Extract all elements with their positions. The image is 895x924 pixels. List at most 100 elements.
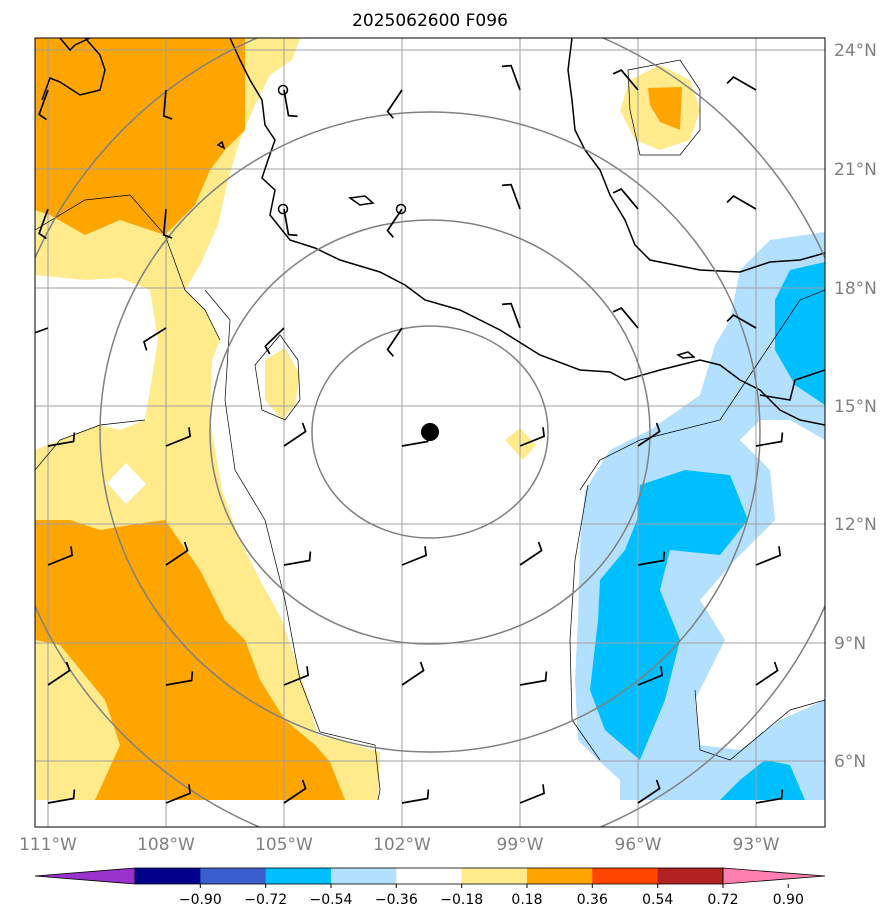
colorbar-segment bbox=[461, 868, 528, 884]
lon-label: 96°W bbox=[615, 835, 662, 855]
wind-barb-17 bbox=[264, 327, 285, 355]
wind-barb-10 bbox=[283, 208, 298, 237]
wind-barb-33 bbox=[519, 541, 543, 566]
wind-barb-20 bbox=[612, 307, 639, 329]
lon-label: 111°W bbox=[19, 835, 77, 855]
range-ring-3 bbox=[99, 111, 761, 753]
coastline-peninsula bbox=[41, 38, 106, 101]
wind-barb-23 bbox=[165, 427, 192, 447]
map-area bbox=[35, 38, 825, 827]
colorbar-label: −0.54 bbox=[310, 892, 353, 908]
colorbar-label: 0.90 bbox=[773, 892, 804, 908]
colorbar-label: 0.18 bbox=[511, 892, 542, 908]
wind-barb-42 bbox=[755, 661, 779, 686]
wind-barb-11 bbox=[386, 208, 403, 238]
lon-label: 108°W bbox=[137, 835, 195, 855]
wind-barb-27 bbox=[637, 422, 661, 447]
colorbar-extend-max bbox=[722, 867, 826, 885]
shading-orange-southwest bbox=[35, 520, 345, 800]
wind-barb-44 bbox=[165, 784, 192, 804]
lat-label: 21°N bbox=[834, 160, 877, 180]
coastline-gulf bbox=[567, 38, 825, 273]
colorbar-segment bbox=[135, 868, 201, 884]
colorbar-label: −0.72 bbox=[244, 892, 287, 908]
wind-barb-24 bbox=[283, 422, 307, 447]
shading-blue-south bbox=[720, 760, 805, 800]
wind-barb-26 bbox=[519, 427, 546, 447]
lat-label: 24°N bbox=[834, 41, 877, 61]
wind-barb-5 bbox=[502, 64, 521, 91]
wind-barb-9 bbox=[162, 208, 173, 239]
map-frame bbox=[34, 37, 826, 828]
wind-barb-28 bbox=[755, 432, 784, 447]
wind-barb-29 bbox=[47, 546, 74, 566]
wind-barb-8 bbox=[38, 208, 49, 240]
wind-barb-47 bbox=[519, 784, 546, 804]
colorbar: −0.90 −0.72 −0.54 −0.36 −0.18 0.18 0.36 0.54 0.7… bbox=[34, 867, 826, 908]
wind-barb-31 bbox=[283, 551, 312, 566]
lon-label: 93°W bbox=[733, 835, 780, 855]
colorbar-segment bbox=[265, 868, 332, 884]
wind-barb-21 bbox=[726, 313, 757, 329]
lat-label: 12°N bbox=[834, 515, 877, 535]
map-title: 2025062600 F096 bbox=[352, 11, 508, 31]
lon-label: 99°W bbox=[497, 835, 544, 855]
colorbar-segment bbox=[527, 868, 593, 884]
wind-barb-41 bbox=[637, 666, 664, 686]
shading-white-bottom-band bbox=[35, 802, 825, 827]
lat-tick-labels: 24°N 21°N 18°N 15°N 12°N 9°N 6°N bbox=[834, 41, 877, 772]
wind-barb-46 bbox=[401, 789, 430, 804]
positive-shading bbox=[35, 38, 700, 800]
colorbar-extend-min bbox=[34, 867, 136, 885]
wind-barb-2 bbox=[162, 89, 173, 120]
wind-barb-16 bbox=[142, 327, 167, 351]
wind-barbs bbox=[35, 64, 784, 804]
wind-barb-15 bbox=[35, 327, 49, 334]
colorbar-label: 0.36 bbox=[577, 892, 608, 908]
colorbar-label: −0.36 bbox=[375, 892, 418, 908]
wind-barb-39 bbox=[401, 661, 425, 686]
lat-label: 15°N bbox=[834, 397, 877, 417]
wind-barb-1 bbox=[38, 89, 49, 121]
wind-barb-19 bbox=[502, 302, 521, 329]
wind-barb-34 bbox=[637, 551, 666, 566]
lat-label: 6°N bbox=[834, 752, 866, 772]
lon-label: 105°W bbox=[255, 835, 313, 855]
gridlines bbox=[35, 38, 825, 827]
wind-barb-13 bbox=[612, 188, 639, 210]
shading-blue-east bbox=[775, 262, 825, 405]
wind-barb-37 bbox=[165, 671, 194, 686]
wind-barb-49 bbox=[755, 789, 784, 804]
storm-center-marker bbox=[421, 423, 439, 441]
wind-barb-36 bbox=[47, 661, 71, 686]
shading-white-hole-small bbox=[107, 463, 146, 504]
wind-barb-12 bbox=[502, 183, 521, 210]
wind-barb-14 bbox=[726, 194, 757, 210]
colorbar-segment bbox=[657, 868, 724, 884]
colorbar-label: −0.90 bbox=[179, 892, 222, 908]
coastline-east bbox=[759, 369, 825, 401]
wind-barb-3 bbox=[283, 89, 298, 118]
lat-label: 9°N bbox=[834, 634, 866, 654]
shading-orange-patch-northeast bbox=[648, 87, 682, 130]
colorbar-segment bbox=[592, 868, 659, 884]
colorbar-label: 0.54 bbox=[642, 892, 673, 908]
lat-label: 18°N bbox=[834, 279, 877, 299]
range-ring-1 bbox=[311, 325, 549, 539]
wind-barb-48 bbox=[637, 779, 661, 804]
coastline-mexico-pacific bbox=[229, 38, 825, 426]
wind-barb-45 bbox=[283, 779, 307, 804]
colorbar-frame bbox=[134, 867, 724, 885]
wind-barb-32 bbox=[401, 546, 428, 566]
wind-barb-35 bbox=[755, 546, 782, 566]
shading-orange-northwest bbox=[35, 38, 245, 235]
colorbar-label: −0.18 bbox=[440, 892, 483, 908]
wind-barb-18 bbox=[386, 327, 403, 357]
coastlines bbox=[41, 38, 825, 426]
wind-barb-38 bbox=[283, 666, 310, 686]
colorbar-segment bbox=[200, 868, 267, 884]
colorbar-segment bbox=[331, 868, 397, 884]
contour-lines bbox=[35, 59, 825, 801]
wind-barb-30 bbox=[165, 541, 189, 566]
